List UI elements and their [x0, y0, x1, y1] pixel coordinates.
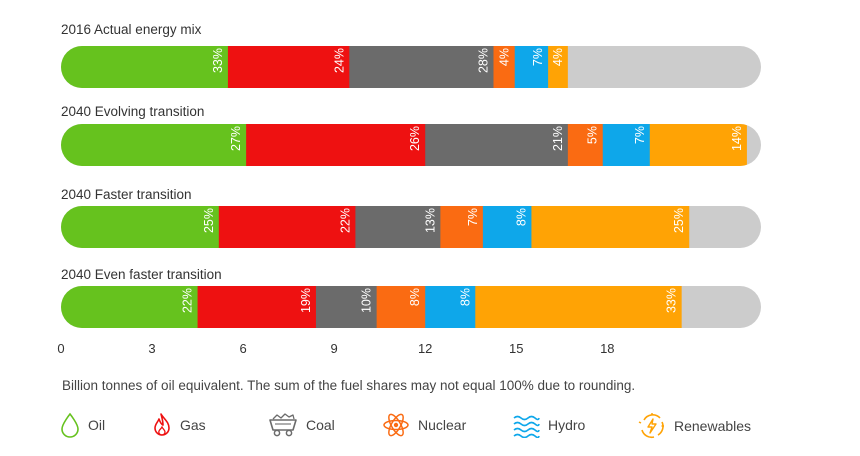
bar-2-label-coal: 13%	[423, 208, 437, 233]
atom-icon	[383, 413, 409, 437]
bar-1-label-hydro: 7%	[633, 126, 647, 144]
bar-3-segment-oil	[61, 286, 199, 328]
bar-2-label-oil: 25%	[202, 208, 216, 233]
bar-3-label-coal: 10%	[360, 288, 374, 313]
sun-bolt-icon	[638, 413, 664, 439]
bar-title-2: 2040 Faster transition	[61, 187, 192, 202]
bar-3-segment-hydro	[425, 286, 476, 328]
bar-0-label-coal: 28%	[476, 48, 490, 73]
x-tick-label-0: 0	[57, 341, 64, 356]
bar-title-0: 2016 Actual energy mix	[61, 22, 202, 37]
bar-2-label-hydro: 8%	[514, 208, 528, 226]
bar-2-segment-renewables	[531, 206, 690, 248]
legend-label-nuclear: Nuclear	[418, 417, 467, 433]
oil-drop-icon	[61, 412, 79, 438]
bar-3-label-nuclear: 8%	[408, 288, 422, 306]
axis-note: Billion tonnes of oil equivalent. The su…	[62, 378, 636, 393]
legend-item-coal: Coal	[268, 412, 335, 438]
bar-2-label-gas: 22%	[338, 208, 352, 233]
bar-0-label-oil: 33%	[211, 48, 225, 73]
x-tick-label-9: 9	[331, 341, 338, 356]
bar-0-label-renewables: 4%	[551, 48, 565, 66]
bar-0-label-hydro: 7%	[531, 48, 545, 66]
bar-0-label-gas: 24%	[332, 48, 346, 73]
bar-0-segment-gas	[227, 46, 350, 88]
bar-1-label-coal: 21%	[551, 126, 565, 151]
bar-1-segment-oil	[61, 124, 247, 166]
bar-3-segment-gas	[197, 286, 317, 328]
bar-2-segment-nuclear	[440, 206, 484, 248]
bar-0-group	[61, 46, 761, 88]
bar-3-label-hydro: 8%	[458, 288, 472, 306]
gas-flame-icon	[154, 413, 170, 436]
bar-3-label-oil: 22%	[181, 288, 195, 313]
bar-3-label-renewables: 33%	[665, 288, 679, 313]
bar-1-label-oil: 27%	[229, 126, 243, 151]
legend-label-hydro: Hydro	[548, 417, 586, 433]
legend-item-nuclear: Nuclear	[382, 412, 466, 438]
water-waves-icon	[513, 415, 540, 438]
x-tick-label-6: 6	[239, 341, 246, 356]
energy-mix-chart: 2016 Actual energy mix 33% 24% 28% 4% 7% 4% 204…	[57, 22, 761, 356]
legend-label-coal: Coal	[306, 417, 335, 433]
bar-1-segment-coal	[425, 124, 569, 166]
bar-1-segment-nuclear	[567, 124, 604, 166]
legend: Oil Gas Coal Nuclear	[60, 412, 820, 442]
bar-0-segment-nuclear	[493, 46, 516, 88]
bar-2-group	[61, 206, 761, 248]
bar-1-segment-gas	[246, 124, 426, 166]
bar-0-label-nuclear: 4%	[498, 48, 512, 66]
bar-1-label-nuclear: 5%	[586, 126, 600, 144]
legend-label-oil: Oil	[88, 417, 106, 433]
bar-2-label-nuclear: 7%	[466, 208, 480, 226]
bar-2-segment-oil	[61, 206, 220, 248]
legend-item-hydro: Hydro	[512, 412, 585, 438]
coal-cart-icon	[269, 413, 297, 437]
bar-3-group	[61, 286, 761, 328]
bar-2-segment-gas	[218, 206, 356, 248]
bar-1-segment-hydro	[602, 124, 651, 166]
x-tick-label-3: 3	[148, 341, 155, 356]
bar-0-segment-oil	[61, 46, 229, 88]
bar-1-label-gas: 26%	[408, 126, 422, 151]
bar-3-segment-coal	[315, 286, 378, 328]
legend-label-renewables: Renewables	[674, 418, 752, 434]
bar-2-label-renewables: 25%	[672, 208, 686, 233]
bar-0-segment-coal	[349, 46, 494, 88]
bar-2-segment-hydro	[482, 206, 532, 248]
legend-item-gas: Gas	[152, 412, 206, 438]
bar-title-1: 2040 Evolving transition	[61, 104, 204, 119]
bar-0-segment-hydro	[514, 46, 549, 88]
bar-0-segment-renewables	[548, 46, 568, 88]
bar-2-segment-coal	[355, 206, 441, 248]
x-tick-label-18: 18	[600, 341, 614, 356]
bar-title-3: 2040 Even faster transition	[61, 267, 222, 282]
legend-label-gas: Gas	[180, 417, 206, 433]
bar-3-segment-renewables	[475, 286, 682, 328]
legend-item-renewables: Renewables	[638, 412, 751, 440]
x-tick-label-12: 12	[418, 341, 432, 356]
bar-3-segment-nuclear	[376, 286, 426, 328]
bar-3-label-gas: 19%	[299, 288, 313, 313]
bar-1-segment-renewables	[649, 124, 747, 166]
x-tick-label-15: 15	[509, 341, 523, 356]
bar-1-label-renewables: 14%	[730, 126, 744, 151]
legend-item-oil: Oil	[60, 412, 105, 438]
bar-1-group	[61, 124, 761, 166]
